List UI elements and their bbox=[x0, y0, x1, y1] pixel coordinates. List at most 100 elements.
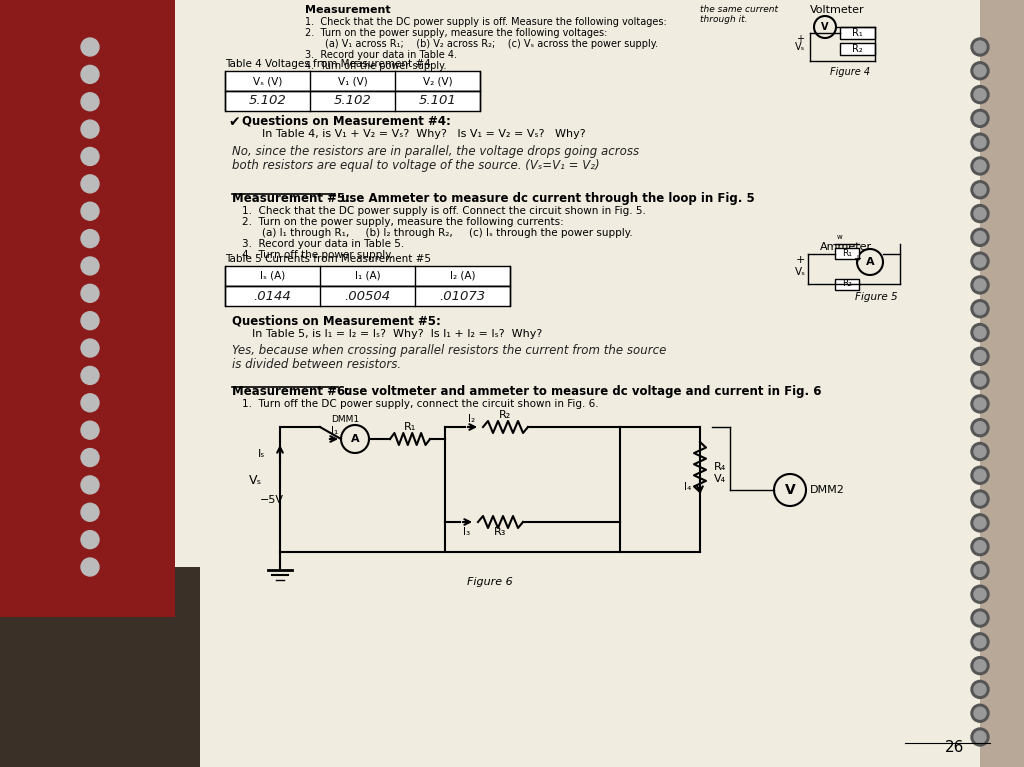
Circle shape bbox=[81, 421, 99, 439]
Text: .01073: .01073 bbox=[439, 289, 485, 302]
Text: 3.  Record your data in Table 5.: 3. Record your data in Table 5. bbox=[242, 239, 404, 249]
Text: V₁ (V): V₁ (V) bbox=[338, 76, 368, 86]
Text: Vₛ (V): Vₛ (V) bbox=[253, 76, 283, 86]
Text: Vₛ: Vₛ bbox=[795, 42, 805, 52]
Text: A: A bbox=[350, 434, 359, 444]
Circle shape bbox=[974, 303, 986, 314]
Text: R₂: R₂ bbox=[842, 279, 852, 288]
Bar bbox=[225, 71, 480, 91]
Circle shape bbox=[81, 65, 99, 84]
Circle shape bbox=[974, 636, 986, 648]
Text: R₂: R₂ bbox=[500, 410, 512, 420]
Circle shape bbox=[974, 351, 986, 362]
Text: 1.  Turn off the DC power supply, connect the circuit shown in Fig. 6.: 1. Turn off the DC power supply, connect… bbox=[242, 399, 599, 409]
Text: No, since the resistors are in parallel, the voltage drops going across: No, since the resistors are in parallel,… bbox=[232, 145, 639, 158]
Text: 5.102: 5.102 bbox=[249, 94, 287, 107]
Text: I₂ (A): I₂ (A) bbox=[450, 271, 475, 281]
Text: In Table 4, is V₁ + V₂ = Vₛ?  Why?   Is V₁ = V₂ = Vₛ?   Why?: In Table 4, is V₁ + V₂ = Vₛ? Why? Is V₁ … bbox=[262, 129, 586, 139]
Circle shape bbox=[971, 252, 989, 270]
Text: V₄: V₄ bbox=[714, 474, 726, 484]
Text: +: + bbox=[853, 254, 861, 264]
Text: Figure 5: Figure 5 bbox=[855, 292, 898, 302]
Circle shape bbox=[971, 514, 989, 532]
Text: In Table 5, is I₁ = I₂ = Iₛ?  Why?  Is I₁ + I₂ = Iₛ?  Why?: In Table 5, is I₁ = I₂ = Iₛ? Why? Is I₁ … bbox=[252, 329, 543, 339]
Circle shape bbox=[81, 147, 99, 166]
Circle shape bbox=[974, 422, 986, 433]
Text: 1.  Check that the DC power supply is off. Connect the circuit shown in Fig. 5.: 1. Check that the DC power supply is off… bbox=[242, 206, 646, 216]
Text: R₁: R₁ bbox=[403, 422, 416, 432]
Circle shape bbox=[971, 86, 989, 104]
Text: ✔: ✔ bbox=[228, 115, 240, 129]
Text: 3.  Record your data in Table 4.: 3. Record your data in Table 4. bbox=[305, 50, 457, 60]
Bar bbox=[225, 266, 510, 286]
Text: through it.: through it. bbox=[700, 15, 748, 24]
Circle shape bbox=[971, 38, 989, 56]
Text: the same current: the same current bbox=[700, 5, 778, 14]
Text: use Ammeter to measure dc current through the loop in Fig. 5: use Ammeter to measure dc current throug… bbox=[337, 192, 755, 205]
Circle shape bbox=[81, 339, 99, 357]
Circle shape bbox=[971, 466, 989, 484]
Text: Questions on Measurement #5:: Questions on Measurement #5: bbox=[232, 315, 441, 328]
Circle shape bbox=[81, 257, 99, 275]
Circle shape bbox=[971, 609, 989, 627]
Circle shape bbox=[974, 660, 986, 672]
Circle shape bbox=[971, 680, 989, 699]
Circle shape bbox=[974, 565, 986, 577]
Circle shape bbox=[81, 285, 99, 302]
Circle shape bbox=[971, 490, 989, 508]
Text: I₄: I₄ bbox=[684, 482, 691, 492]
Text: Measurement #5:: Measurement #5: bbox=[232, 192, 350, 205]
Text: R₃: R₃ bbox=[495, 527, 507, 537]
Circle shape bbox=[81, 175, 99, 193]
Text: Figure 4: Figure 4 bbox=[830, 67, 870, 77]
Text: Iₛ (A): Iₛ (A) bbox=[260, 271, 285, 281]
Circle shape bbox=[971, 229, 989, 246]
Text: R₂: R₂ bbox=[852, 44, 862, 54]
Text: Vₛ: Vₛ bbox=[795, 267, 806, 277]
Circle shape bbox=[974, 208, 986, 219]
FancyBboxPatch shape bbox=[0, 0, 175, 617]
Text: use voltmeter and ammeter to measure dc voltage and current in Fig. 6: use voltmeter and ammeter to measure dc … bbox=[340, 385, 821, 398]
Circle shape bbox=[971, 443, 989, 460]
Circle shape bbox=[81, 367, 99, 384]
Circle shape bbox=[974, 446, 986, 457]
Circle shape bbox=[974, 137, 986, 148]
Text: Table 4 Voltages from Measurement #4: Table 4 Voltages from Measurement #4 bbox=[225, 59, 431, 69]
Text: 4.  Turn off the power supply.: 4. Turn off the power supply. bbox=[305, 61, 446, 71]
Circle shape bbox=[974, 707, 986, 719]
Text: +: + bbox=[796, 255, 805, 265]
Text: 1.  Check that the DC power supply is off. Measure the following voltages:: 1. Check that the DC power supply is off… bbox=[305, 17, 667, 27]
Circle shape bbox=[971, 538, 989, 555]
Circle shape bbox=[81, 449, 99, 466]
Text: R₁: R₁ bbox=[842, 249, 852, 258]
Circle shape bbox=[974, 517, 986, 529]
Text: I₁: I₁ bbox=[332, 426, 339, 436]
Circle shape bbox=[81, 476, 99, 494]
Text: Questions on Measurement #4:: Questions on Measurement #4: bbox=[242, 115, 451, 128]
Text: (a) I₁ through R₁,     (b) I₂ through R₂,     (c) Iₛ through the power supply.: (a) I₁ through R₁, (b) I₂ through R₂, (c… bbox=[262, 228, 633, 238]
Circle shape bbox=[971, 371, 989, 389]
Circle shape bbox=[971, 157, 989, 175]
Circle shape bbox=[971, 633, 989, 651]
Text: Figure 6: Figure 6 bbox=[467, 577, 513, 587]
Text: 2.  Turn on the power supply, measure the following currents:: 2. Turn on the power supply, measure the… bbox=[242, 217, 564, 227]
Circle shape bbox=[971, 300, 989, 318]
Circle shape bbox=[971, 395, 989, 413]
Circle shape bbox=[974, 541, 986, 553]
Circle shape bbox=[974, 113, 986, 124]
Bar bbox=[840, 27, 874, 39]
Text: 2.  Turn on the power supply, measure the following voltages:: 2. Turn on the power supply, measure the… bbox=[305, 28, 607, 38]
Circle shape bbox=[81, 120, 99, 138]
Text: DMM2: DMM2 bbox=[810, 485, 845, 495]
Text: I₁ (A): I₁ (A) bbox=[354, 271, 380, 281]
Text: Table 5 Currents from Measurement #5: Table 5 Currents from Measurement #5 bbox=[225, 254, 431, 264]
Bar bbox=[835, 279, 859, 290]
Circle shape bbox=[971, 62, 989, 80]
Text: both resistors are equal to voltage of the source. (Vₛ=V₁ = V₂): both resistors are equal to voltage of t… bbox=[232, 159, 600, 172]
Text: Ammeter: Ammeter bbox=[820, 242, 872, 252]
Circle shape bbox=[81, 503, 99, 522]
Circle shape bbox=[81, 558, 99, 576]
Circle shape bbox=[971, 347, 989, 365]
Text: R₁: R₁ bbox=[852, 28, 862, 38]
Circle shape bbox=[81, 393, 99, 412]
